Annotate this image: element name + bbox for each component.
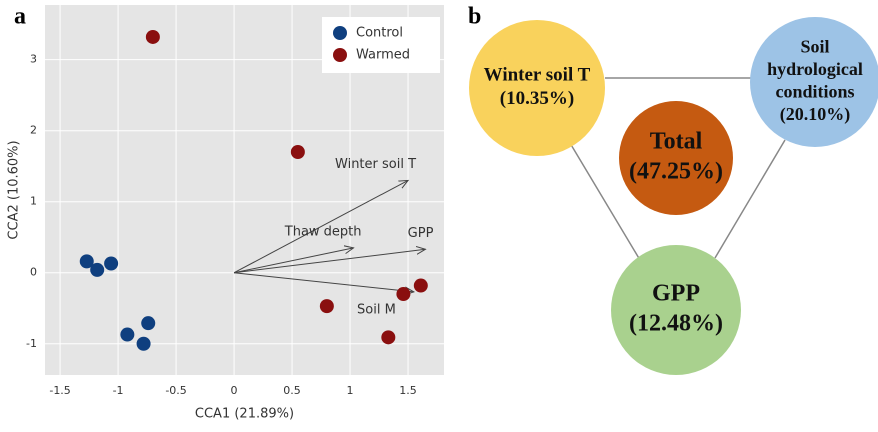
point [319, 299, 334, 314]
x-tick-label: -0.5 [165, 384, 186, 397]
point [90, 262, 105, 277]
x-tick-label: 0 [231, 384, 238, 397]
panel-label: b [468, 4, 481, 30]
x-tick-label: 0.5 [283, 384, 301, 397]
point [413, 278, 428, 293]
point [141, 316, 156, 331]
node [611, 245, 741, 375]
loading-arrow [234, 249, 425, 274]
legend-marker [333, 26, 347, 40]
point [136, 336, 151, 351]
y-tick-label: 1 [30, 195, 37, 208]
loading-arrow [233, 180, 408, 274]
connector [569, 142, 641, 261]
loading-arrow [234, 272, 414, 292]
node-label: Total [650, 129, 703, 155]
node-value: (47.25%) [629, 159, 723, 185]
x-tick-label: -1.5 [49, 384, 70, 397]
legend-marker [333, 48, 347, 62]
point [120, 327, 135, 342]
y-tick-label: 0 [30, 266, 37, 279]
y-tick-label: 2 [30, 124, 37, 137]
arrow-label: Winter soil T [335, 157, 416, 172]
panel-label: a [14, 4, 26, 30]
connector [714, 139, 786, 259]
point [145, 29, 160, 44]
node [469, 20, 605, 156]
legend-label: Control [356, 26, 403, 41]
point [381, 330, 396, 345]
node-value: (20.10%) [780, 104, 851, 125]
arrow-label: Soil M [357, 302, 396, 317]
x-tick-label: 1 [347, 384, 354, 397]
node-label: conditions [775, 81, 854, 101]
node-label: Winter soil T [484, 64, 591, 85]
point [290, 145, 305, 160]
node-label: hydrological [767, 59, 863, 79]
node [750, 17, 878, 147]
node-label: Soil [800, 36, 829, 56]
x-axis-label: CCA1 (21.89%) [195, 407, 294, 422]
y-tick-label: 3 [30, 53, 37, 66]
arrow-label: GPP [408, 226, 434, 241]
x-tick-label: -1 [113, 384, 124, 397]
loading-arrow [233, 248, 353, 274]
y-axis-label: CCA2 (10.60%) [7, 140, 22, 239]
point [396, 287, 411, 302]
node-label: GPP [652, 281, 700, 307]
node [619, 101, 733, 215]
legend-label: Warmed [356, 48, 410, 63]
y-tick-label: -1 [26, 337, 37, 350]
node-value: (10.35%) [500, 88, 574, 109]
x-tick-label: 1.5 [399, 384, 417, 397]
point [79, 254, 94, 269]
node-value: (12.48%) [629, 311, 723, 337]
point [104, 256, 119, 271]
arrow-label: Thaw depth [284, 224, 362, 239]
